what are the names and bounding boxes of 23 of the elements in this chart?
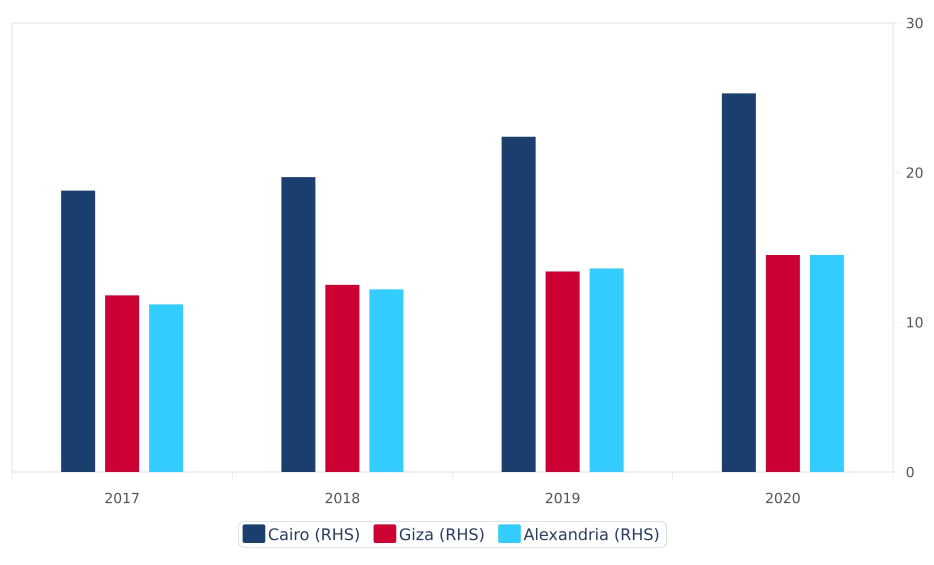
y-tick-label: 20 xyxy=(906,167,923,178)
legend-label: Cairo (RHS) xyxy=(268,528,359,542)
bar xyxy=(105,295,140,472)
bar xyxy=(810,254,844,472)
legend-label: Alexandria (RHS) xyxy=(524,528,658,542)
bar xyxy=(546,271,580,472)
bar xyxy=(766,254,800,472)
bar xyxy=(149,304,184,472)
bar xyxy=(281,177,316,472)
bar xyxy=(325,284,360,472)
bar xyxy=(590,268,624,472)
y-tick-label: 30 xyxy=(906,18,923,28)
x-tick-label: 2020 xyxy=(766,492,800,504)
bar xyxy=(722,93,756,472)
x-tick-label: 2019 xyxy=(546,492,580,504)
x-tick-label: 2017 xyxy=(105,492,139,504)
legend-label: Giza (RHS) xyxy=(400,528,484,542)
bar xyxy=(369,289,404,472)
y-tick-label: 0 xyxy=(906,466,914,478)
x-tick-label: 2018 xyxy=(326,492,360,504)
y-tick-label: 10 xyxy=(907,317,923,328)
bar xyxy=(61,190,96,472)
bar xyxy=(502,136,536,472)
